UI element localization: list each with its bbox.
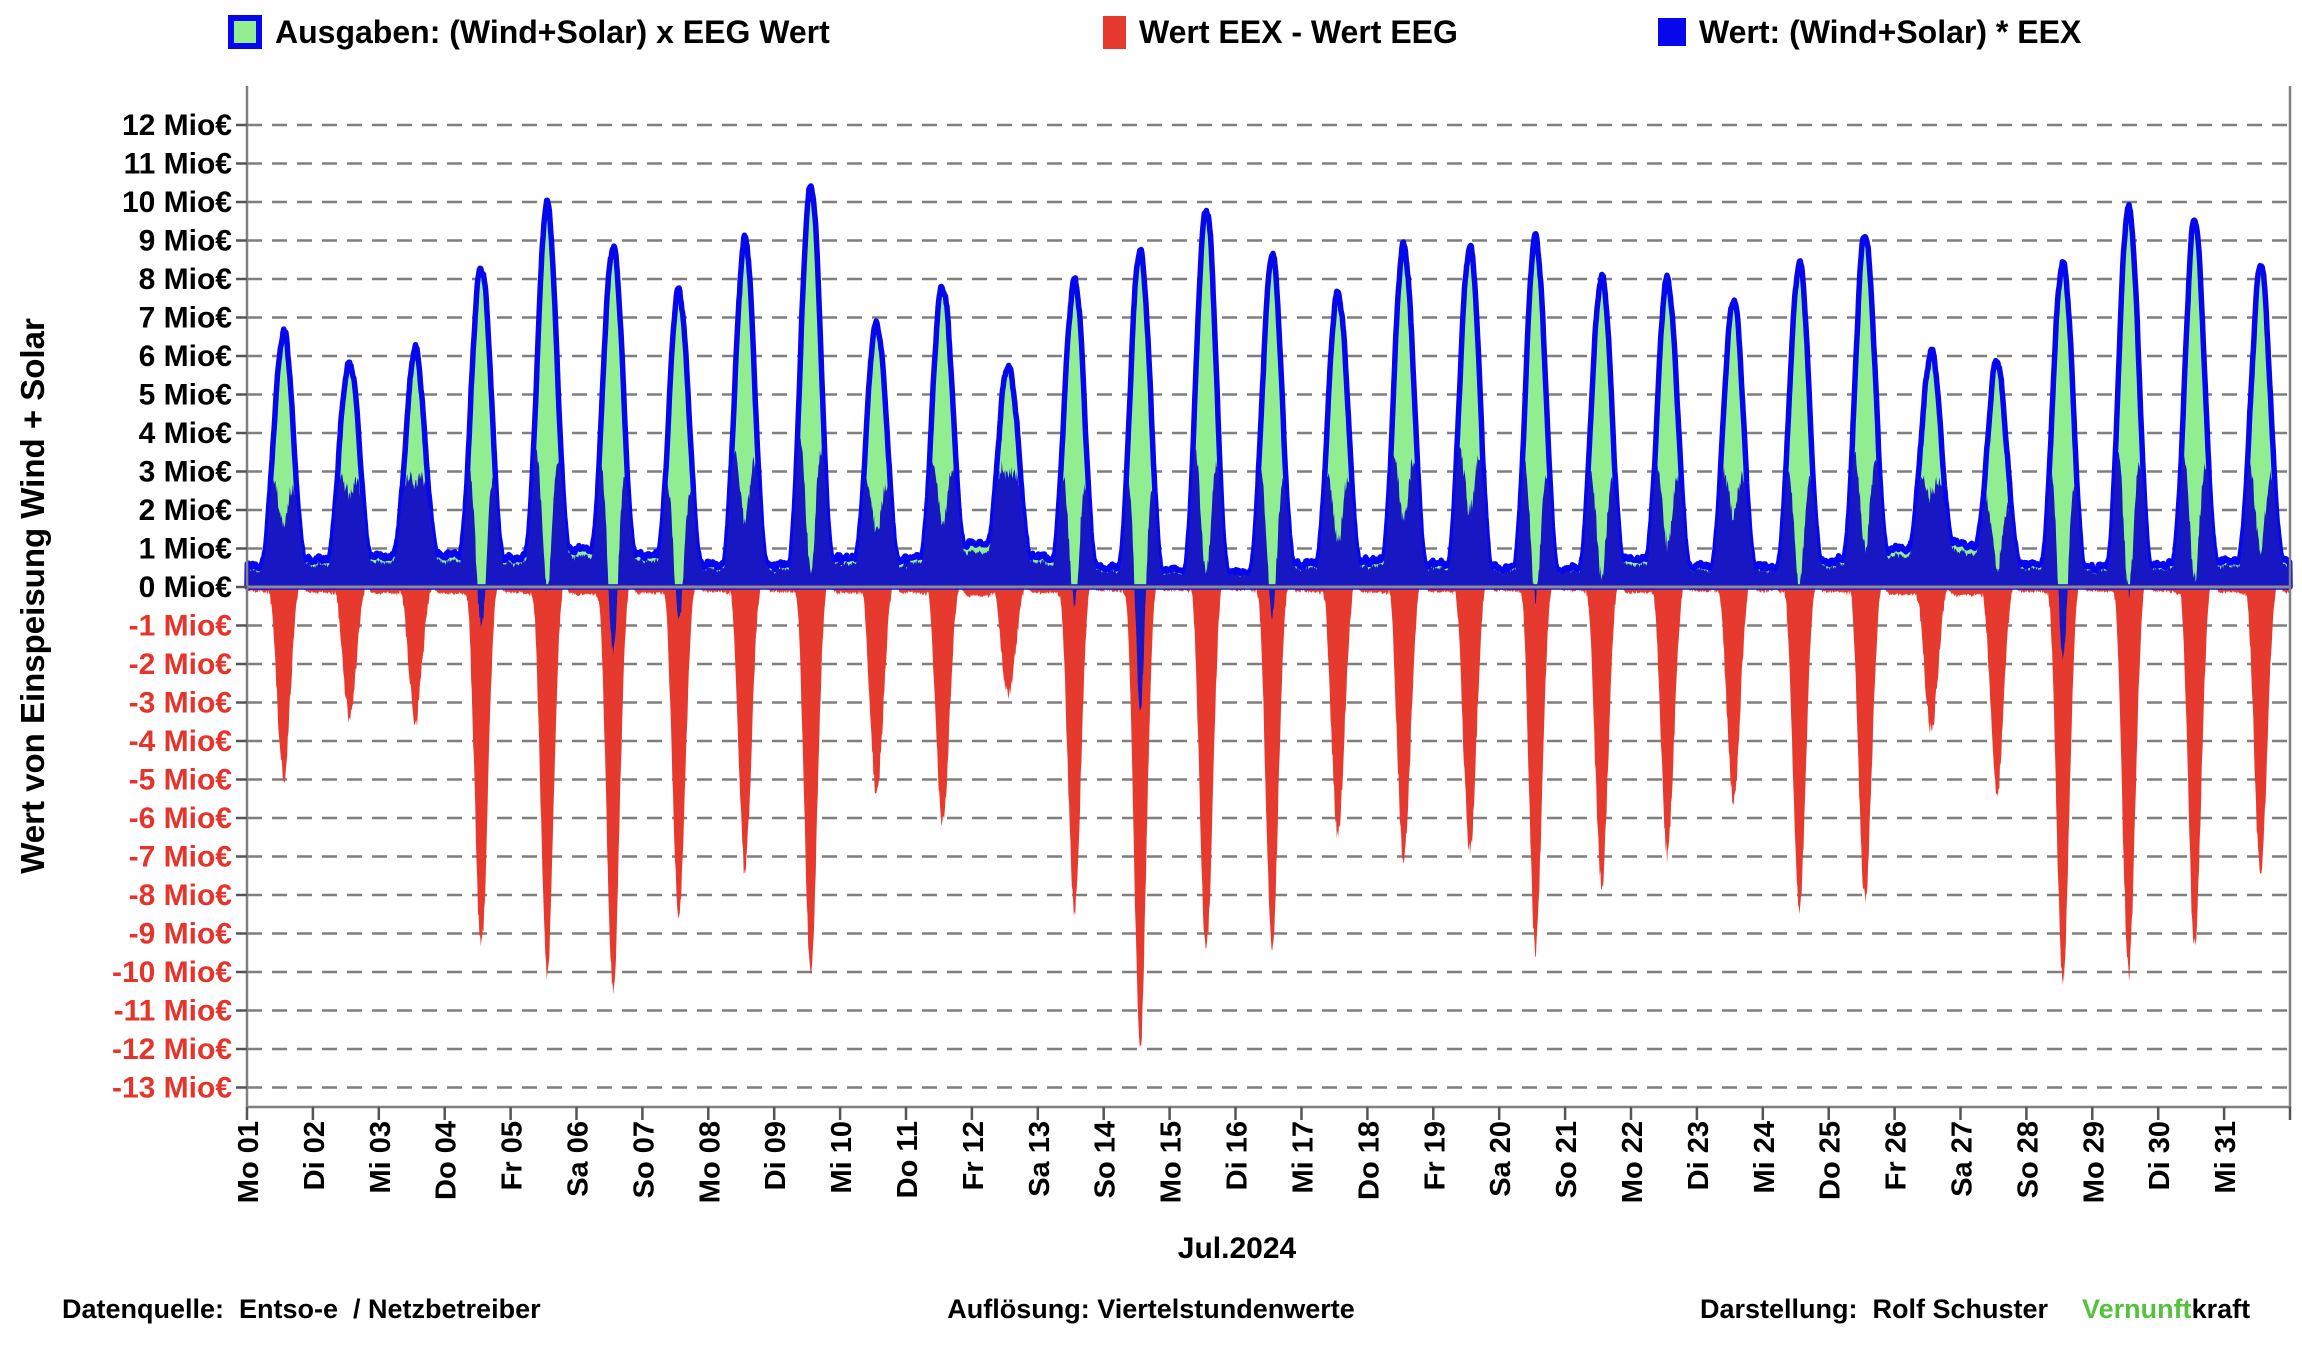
x-tick-label: Fr 12 [958,1121,990,1190]
vernunftkraft-logo: Vernunftkraft [2082,1294,2250,1325]
legend-label-ausgaben: Ausgaben: (Wind+Solar) x EEG Wert [275,13,830,50]
y-tick-label: 7 Mio€ [139,302,233,335]
x-tick-label: So 28 [2012,1121,2044,1198]
x-tick-label: Sa 27 [1946,1121,1978,1197]
y-tick-label: 8 Mio€ [139,263,233,296]
x-tick-label: So 21 [1551,1121,1583,1198]
x-tick-label: Do 04 [431,1121,463,1200]
y-tick-label: 5 Mio€ [139,379,233,412]
y-tick-labels: -13 Mio€ -12 Mio€ -11 Mio€ -10 Mio€ -9 Mio€ -… [112,109,232,1105]
y-tick-label: -6 Mio€ [129,802,233,835]
y-tick-label: -7 Mio€ [129,841,233,874]
y-tick-label: 9 Mio€ [139,225,233,258]
legend-marker-ausgaben-icon [228,15,262,49]
plot-border [245,86,2292,1109]
legend-marker-diff-icon [1103,15,1126,49]
footer-credit: Darstellung: Rolf Schuster Vernunftkraft [1700,1294,2250,1325]
series-wert-eex-minus-eeg [247,587,2290,1048]
y-tick-label: -1 Mio€ [129,610,233,643]
legend-label-diff: Wert EEX - Wert EEG [1139,13,1458,50]
legend-item-wert: Wert: (Wind+Solar) * EEX [1658,10,2081,54]
footer-credit-label: Darstellung: Rolf Schuster [1700,1294,2049,1324]
x-tick-label: Do 25 [1815,1121,1847,1200]
y-tick-label: -4 Mio€ [129,725,233,758]
x-tick-label: Fr 26 [1881,1121,1913,1190]
y-tick-label: -3 Mio€ [129,687,233,720]
x-tick-label: Do 11 [892,1121,924,1198]
x-tick-label: So 07 [628,1121,660,1198]
axis-ticks [236,123,2292,1120]
legend-item-ausgaben: Ausgaben: (Wind+Solar) x EEG Wert [228,10,830,54]
x-tick-label: Sa 06 [563,1121,595,1197]
footer-resolution: Auflösung: Viertelstundenwerte [947,1294,1355,1324]
vernunftkraft-logo-black: kraft [2191,1294,2251,1324]
x-tick-label: Di 23 [1683,1121,1715,1190]
y-tick-label: -2 Mio€ [129,648,233,681]
y-tick-label: 2 Mio€ [139,494,233,527]
y-tick-label: -8 Mio€ [129,879,233,912]
y-tick-label: 10 Mio€ [122,186,232,219]
x-tick-label: So 14 [1090,1121,1122,1198]
x-tick-label: Di 09 [760,1121,792,1190]
x-tick-label: Mo 22 [1617,1121,1649,1203]
x-tick-label: Mi 31 [2210,1121,2242,1194]
y-tick-label: -13 Mio€ [112,1072,232,1105]
x-axis-month-label: Jul.2024 [1177,1232,1297,1265]
x-tick-label: Mo 08 [694,1121,726,1203]
x-tick-label: Di 30 [2144,1121,2176,1190]
x-tick-label: Di 16 [1222,1121,1254,1190]
y-tick-label: 4 Mio€ [139,417,233,450]
x-tick-label: Do 18 [1353,1121,1385,1200]
x-tick-label: Mo 15 [1156,1121,1188,1203]
y-tick-label: 11 Mio€ [124,148,233,181]
y-tick-label: -12 Mio€ [112,1033,232,1066]
x-tick-label: Mo 01 [233,1121,265,1203]
legend-label-wert: Wert: (Wind+Solar) * EEX [1699,13,2082,50]
y-tick-label: 6 Mio€ [139,340,233,373]
y-tick-label: 1 Mio€ [139,533,233,566]
y-tick-label: 0 Mio€ [139,571,233,604]
y-tick-label: -9 Mio€ [129,918,233,951]
legend-item-diff: Wert EEX - Wert EEG [1103,10,1458,54]
x-tick-label: Di 02 [299,1121,331,1190]
series-wert-eex [247,437,2290,711]
y-tick-label: -11 Mio€ [114,995,233,1028]
legend-marker-wert-icon [1658,18,1686,46]
x-tick-label: Mi 10 [826,1121,858,1194]
x-tick-label: Sa 13 [1024,1121,1056,1197]
x-tick-label: Mo 29 [2078,1121,2110,1203]
footer-datasource: Datenquelle: Entso-e / Netzbetreiber [62,1294,541,1324]
x-tick-label: Mi 24 [1749,1121,1781,1194]
y-tick-label: 3 Mio€ [139,456,233,489]
x-tick-label: Sa 20 [1485,1121,1517,1197]
vernunftkraft-logo-green: Vernunft [2082,1294,2192,1324]
y-tick-label: 12 Mio€ [122,109,232,142]
x-tick-label: Fr 19 [1419,1121,1451,1190]
x-tick-label: Fr 05 [497,1121,529,1190]
x-tick-label: Mi 03 [365,1121,397,1194]
x-tick-label: Mi 17 [1287,1121,1319,1194]
y-tick-label: -5 Mio€ [129,764,233,797]
y-tick-label: -10 Mio€ [112,956,232,989]
x-tick-labels: Mo 01 Di 02 Mi 03 Do 04 Fr 05 Sa 06 So 07 Mo 08… [233,1121,2242,1203]
